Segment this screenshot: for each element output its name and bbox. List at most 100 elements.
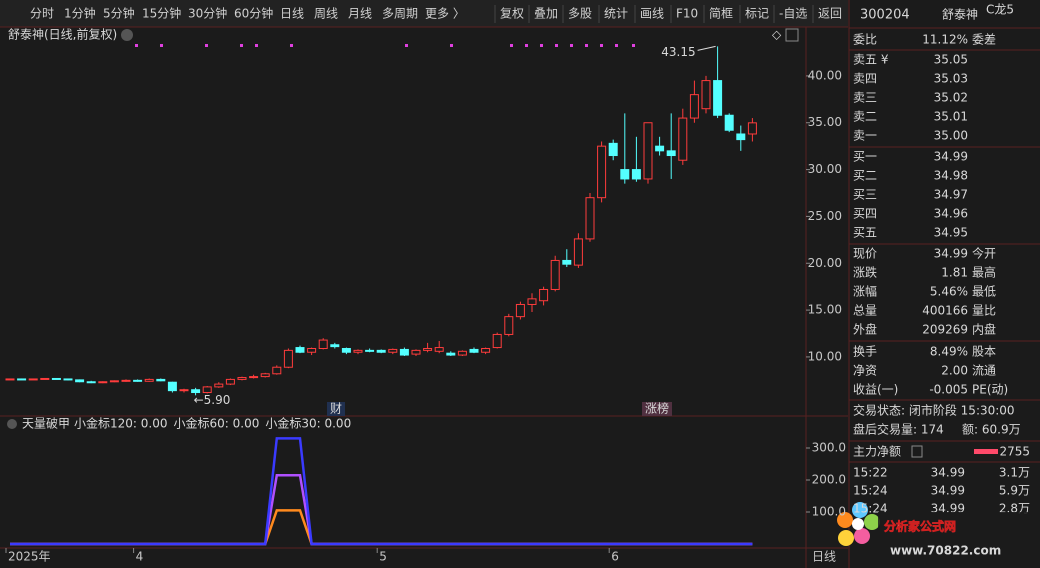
dropdown-icon[interactable] <box>7 419 17 429</box>
after-volume: 盘后交易量: 174 <box>853 422 944 437</box>
candle-body <box>376 349 386 353</box>
stat-value: 209269 <box>922 323 968 337</box>
y-tick-label: 30.00 <box>808 162 842 176</box>
candle-body <box>492 333 502 349</box>
candle-body <box>191 389 201 394</box>
toolbar-tool[interactable]: 复权 <box>500 7 524 21</box>
flow-value: 2755 <box>999 445 1030 459</box>
trade-volume: 3.1万 <box>999 466 1030 480</box>
bid-label: 买一 <box>853 150 877 164</box>
candle-body <box>469 348 479 353</box>
bid-price: 34.97 <box>934 188 968 202</box>
stat-label: 股本 <box>972 345 996 359</box>
candle-body <box>701 80 711 110</box>
flow-icon[interactable] <box>911 445 923 458</box>
toolbar-tool[interactable]: 画线 <box>640 7 664 21</box>
stock-code: 300204 <box>860 8 910 23</box>
candle-body <box>5 378 15 381</box>
trade-time: 15:24 <box>853 484 888 498</box>
candle-body <box>330 344 340 348</box>
stat-label: 量比 <box>972 304 996 318</box>
toolbar-item[interactable]: 分时 <box>30 7 54 21</box>
signal-dot <box>540 44 543 47</box>
dropdown-icon[interactable] <box>121 29 133 41</box>
bid-label: 买三 <box>853 188 877 202</box>
toolbar-item[interactable]: 1分钟 <box>64 6 96 21</box>
toolbar-tool[interactable]: 标记 <box>745 7 769 21</box>
toolbar-tool[interactable]: 统计 <box>604 7 628 21</box>
window-icon[interactable] <box>785 28 799 42</box>
marker: 涨榜 <box>645 401 669 416</box>
toolbar-item[interactable]: 多周期 <box>382 7 418 21</box>
ask-price: 35.02 <box>934 91 968 105</box>
trade-price: 34.99 <box>931 484 965 498</box>
toolbar-item[interactable]: 30分钟 <box>188 6 227 21</box>
toolbar-item[interactable]: 更多 〉 <box>425 7 465 21</box>
y-tick-label: 200.0 <box>812 473 846 487</box>
signal-dot <box>205 44 208 47</box>
stat-label: 外盘 <box>853 322 877 337</box>
candle-body <box>295 347 305 353</box>
candle-body <box>550 259 560 290</box>
toolbar-item[interactable]: 5分钟 <box>103 6 135 21</box>
toolbar-bg <box>0 0 848 27</box>
stat-label: 内盘 <box>972 322 996 337</box>
candle-body <box>237 377 247 380</box>
watermark-url: www.70822.com <box>890 544 1001 558</box>
ask-price: 35.05 <box>934 53 968 67</box>
toolbar-item[interactable]: 周线 <box>314 7 338 21</box>
toolbar-tool[interactable]: -自选 <box>779 7 807 21</box>
candle-body <box>341 347 351 353</box>
stat-label: 最低 <box>972 285 996 299</box>
candle-body <box>179 389 189 392</box>
toolbar-tool[interactable]: 叠加 <box>534 7 558 21</box>
legend-name: 小金标120 <box>74 416 133 431</box>
candle-body <box>144 378 154 382</box>
toolbar-tool[interactable]: 多股 <box>568 7 592 21</box>
candle-body <box>121 379 131 382</box>
annotation: 43.15 <box>661 45 695 59</box>
signal-dot <box>585 44 588 47</box>
candle-body <box>597 145 607 199</box>
candle-body <box>156 378 166 382</box>
candle-body <box>51 377 61 380</box>
toolbar-item[interactable]: 15分钟 <box>142 6 181 21</box>
flow-bar <box>974 449 998 454</box>
candle-body <box>527 298 537 305</box>
stat-value: -0.005 <box>929 383 968 397</box>
toolbar-tool[interactable]: F10 <box>676 7 698 21</box>
candle-body <box>63 378 73 381</box>
toolbar-tool[interactable]: 简框 <box>709 7 733 21</box>
signal-dot <box>570 44 573 47</box>
candle-body <box>713 80 723 116</box>
marker: 财 <box>330 402 342 416</box>
candle-body <box>643 122 653 180</box>
candle-body <box>98 381 108 384</box>
candle-body <box>446 352 456 356</box>
after-amount: 额: 60.9万 <box>962 423 1021 437</box>
y-tick-label: 10.00 <box>808 349 842 363</box>
toolbar-item[interactable]: 日线 <box>280 7 304 21</box>
candle-body <box>283 349 293 368</box>
signal-dot <box>240 44 243 47</box>
ask-price: 35.00 <box>934 129 968 143</box>
period-label: 日线 <box>812 550 836 564</box>
candle-body <box>678 117 688 161</box>
annotation-arrow <box>697 45 716 51</box>
toggle-icon[interactable]: ◇ <box>772 28 782 42</box>
toolbar-item[interactable]: 月线 <box>348 7 372 21</box>
y-tick-label: 300.0 <box>812 441 846 455</box>
toolbar-item[interactable]: 60分钟 <box>234 6 273 21</box>
bid-price: 34.99 <box>934 150 968 164</box>
signal-dot <box>135 44 138 47</box>
signal-dot <box>160 44 163 47</box>
stat-label: 今开 <box>972 246 996 261</box>
toolbar-tool[interactable]: 返回 <box>818 7 842 21</box>
signal-dot <box>405 44 408 47</box>
y-tick-label: 25.00 <box>808 209 842 223</box>
candle-body <box>539 288 549 302</box>
candle-body <box>167 381 177 392</box>
stock-name: 舒泰神 <box>942 8 978 22</box>
x-tick-label: 6 <box>611 550 619 564</box>
